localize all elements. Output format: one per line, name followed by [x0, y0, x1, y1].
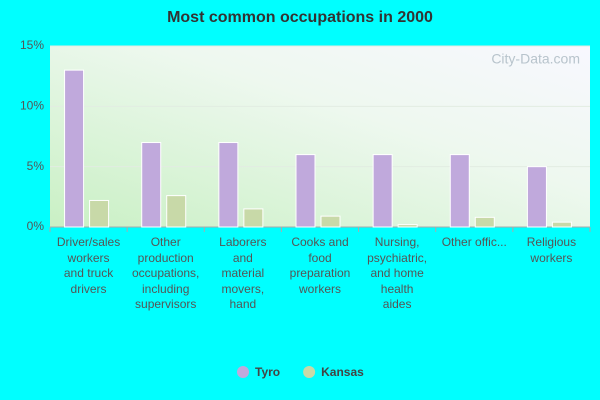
- bar: [166, 195, 187, 228]
- bar: [551, 221, 572, 228]
- x-tick-label: Other offic...: [441, 235, 507, 249]
- plot-area: [50, 46, 590, 227]
- y-tick-label: 0%: [27, 219, 45, 233]
- bar: [397, 224, 418, 228]
- legend-marker: [237, 366, 249, 378]
- chart-title: Most common occupations in 2000: [167, 9, 433, 26]
- bar: [372, 154, 393, 228]
- bar: [89, 199, 110, 228]
- bar: [64, 69, 85, 228]
- x-tick-label: Laborers and material movers, hand: [219, 235, 267, 311]
- watermark: City-Data.com: [491, 51, 580, 67]
- y-tick-label: 5%: [27, 159, 45, 173]
- bar: [243, 208, 264, 228]
- x-tick-label: Cooks and food preparation workers: [289, 235, 351, 296]
- legend-label: Kansas: [321, 365, 364, 379]
- x-tick-label: Nursing, psychiatric, and home health ai…: [367, 235, 428, 311]
- bar: [141, 142, 162, 228]
- x-tick-label: Other production occupations, including …: [132, 235, 200, 311]
- legend-label: Tyro: [255, 365, 280, 379]
- bar: [320, 215, 341, 228]
- legend-marker: [303, 366, 316, 378]
- bar: [449, 154, 470, 228]
- bar: [526, 166, 547, 228]
- y-tick-label: 10%: [20, 99, 44, 113]
- bar: [218, 142, 239, 228]
- y-tick-label: 15%: [20, 38, 44, 52]
- x-tick-label: Driver/sales workers and truck drivers: [56, 235, 121, 296]
- bar: [295, 154, 316, 228]
- bar: [474, 216, 495, 228]
- x-tick-label: Religious workers: [526, 235, 577, 265]
